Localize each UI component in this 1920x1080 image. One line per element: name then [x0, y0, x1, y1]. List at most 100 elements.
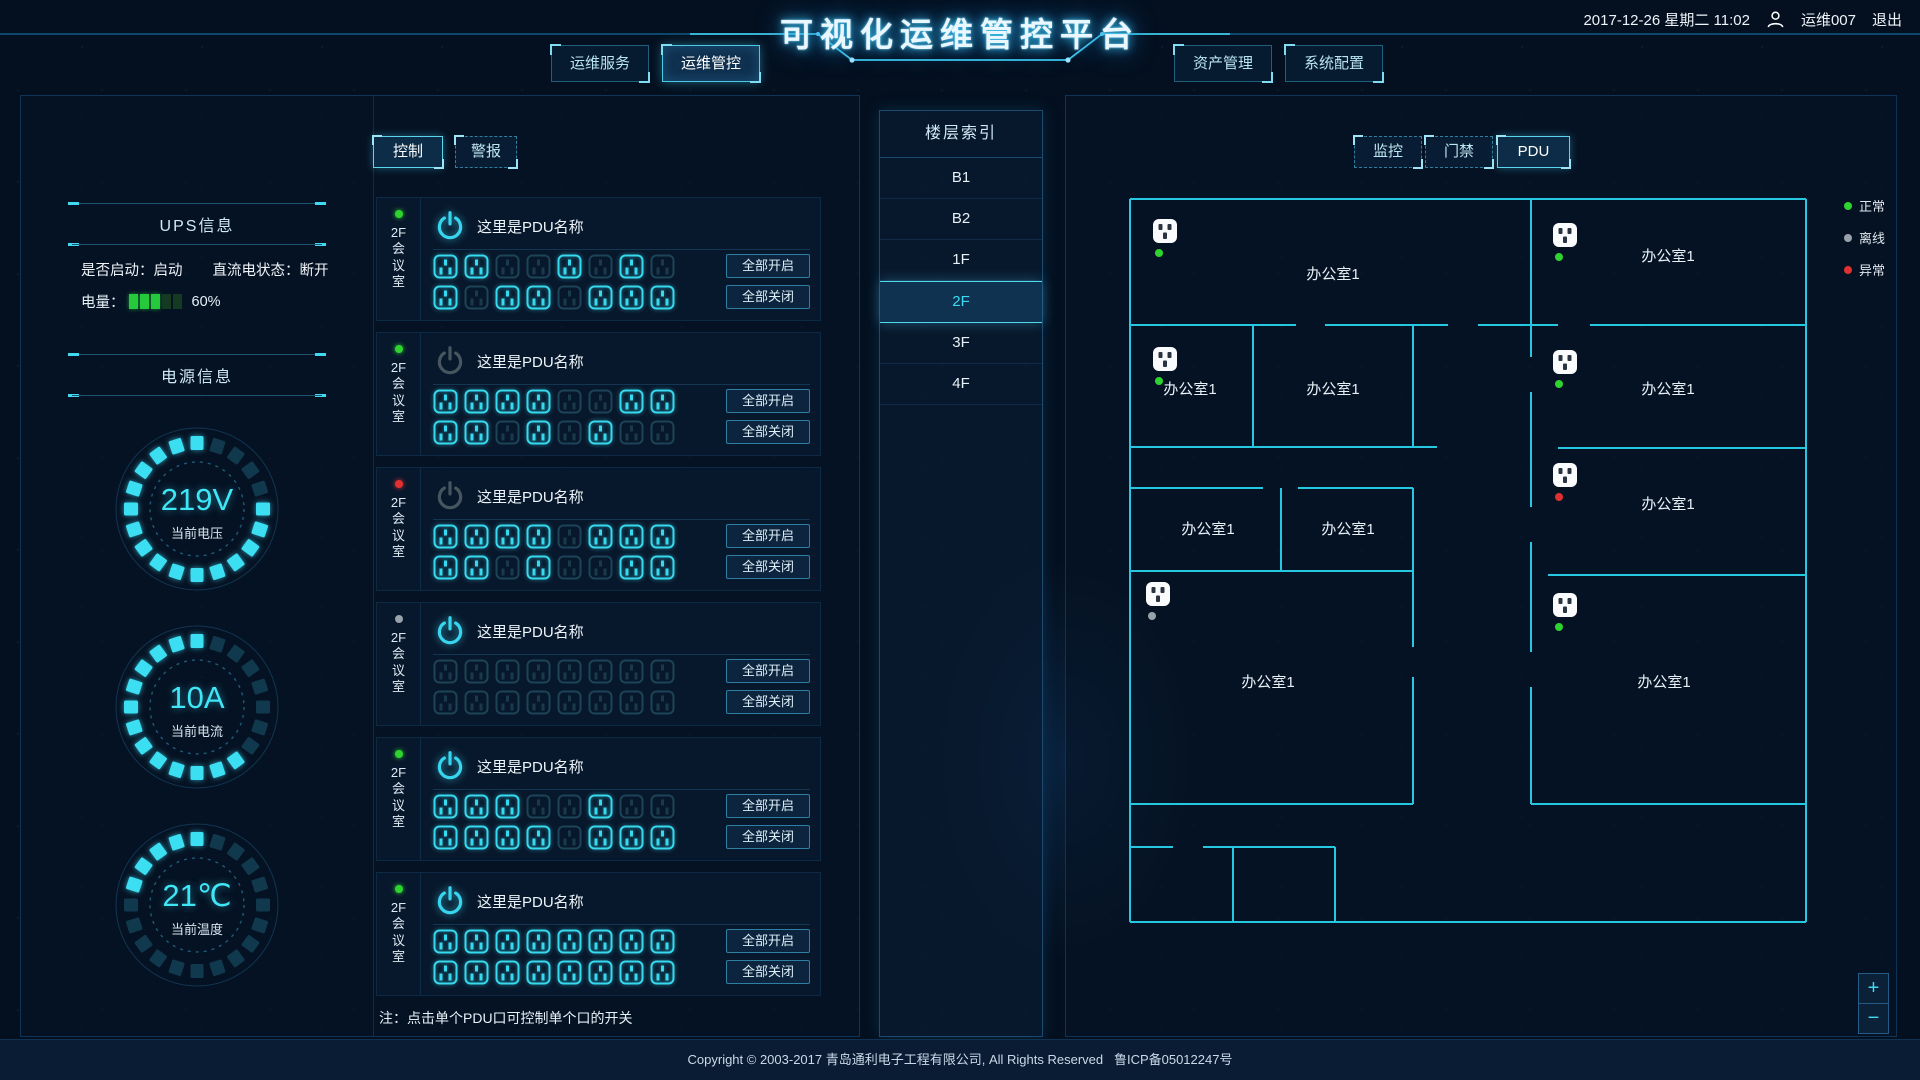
outlet-icon-off[interactable] — [588, 690, 613, 715]
open-all-button[interactable]: 全部开启 — [726, 254, 810, 278]
outlet-icon-on[interactable] — [433, 285, 458, 310]
mini-tab[interactable]: 监控 — [1353, 135, 1423, 169]
close-all-button[interactable]: 全部关闭 — [726, 960, 810, 984]
zoom-out-button[interactable]: − — [1858, 1003, 1889, 1034]
outlet-icon-on[interactable] — [588, 794, 613, 819]
mini-tab[interactable]: PDU — [1496, 135, 1571, 169]
close-all-button[interactable]: 全部关闭 — [726, 825, 810, 849]
power-icon[interactable] — [433, 209, 467, 243]
outlet-icon-on[interactable] — [650, 929, 675, 954]
outlet-icon-off[interactable] — [588, 555, 613, 580]
outlet-icon-off[interactable] — [619, 794, 644, 819]
open-all-button[interactable]: 全部开启 — [726, 929, 810, 953]
mini-tab[interactable]: 警报 — [454, 135, 518, 169]
outlet-icon-on[interactable] — [526, 825, 551, 850]
outlet-icon-on[interactable] — [557, 929, 582, 954]
socket-marker[interactable] — [1146, 582, 1170, 620]
outlet-icon-off[interactable] — [557, 690, 582, 715]
outlet-icon-on[interactable] — [619, 524, 644, 549]
close-all-button[interactable]: 全部关闭 — [726, 690, 810, 714]
outlet-icon-on[interactable] — [464, 794, 489, 819]
nav-tab[interactable]: 系统配置 — [1284, 44, 1384, 83]
open-all-button[interactable]: 全部开启 — [726, 524, 810, 548]
outlet-icon-on[interactable] — [464, 389, 489, 414]
outlet-icon-off[interactable] — [619, 659, 644, 684]
outlet-icon-on[interactable] — [619, 825, 644, 850]
outlet-icon-on[interactable] — [650, 285, 675, 310]
outlet-icon-on[interactable] — [464, 420, 489, 445]
outlet-icon-off[interactable] — [495, 420, 520, 445]
outlet-icon-off[interactable] — [557, 389, 582, 414]
outlet-icon-off[interactable] — [557, 420, 582, 445]
outlet-icon-on[interactable] — [557, 960, 582, 985]
outlet-icon-on[interactable] — [433, 794, 458, 819]
outlet-icon-on[interactable] — [495, 285, 520, 310]
outlet-icon-on[interactable] — [495, 929, 520, 954]
outlet-icon-on[interactable] — [588, 420, 613, 445]
outlet-icon-on[interactable] — [650, 389, 675, 414]
outlet-icon-on[interactable] — [526, 389, 551, 414]
outlet-icon-on[interactable] — [588, 524, 613, 549]
outlet-icon-on[interactable] — [433, 825, 458, 850]
outlet-icon-on[interactable] — [464, 960, 489, 985]
outlet-icon-on[interactable] — [464, 825, 489, 850]
zoom-in-button[interactable]: + — [1858, 973, 1889, 1004]
outlet-icon-on[interactable] — [619, 555, 644, 580]
nav-tab[interactable]: 运维管控 — [661, 44, 761, 83]
outlet-icon-off[interactable] — [650, 794, 675, 819]
outlet-icon-off[interactable] — [495, 659, 520, 684]
outlet-icon-on[interactable] — [433, 929, 458, 954]
outlet-icon-on[interactable] — [557, 254, 582, 279]
outlet-icon-on[interactable] — [619, 254, 644, 279]
outlet-icon-off[interactable] — [557, 825, 582, 850]
outlet-icon-on[interactable] — [495, 389, 520, 414]
outlet-icon-on[interactable] — [495, 794, 520, 819]
floor-item[interactable]: 3F — [880, 323, 1042, 364]
outlet-icon-off[interactable] — [464, 659, 489, 684]
floor-item[interactable]: B2 — [880, 199, 1042, 240]
outlet-icon-on[interactable] — [495, 524, 520, 549]
logout-button[interactable]: 退出 — [1871, 12, 1902, 29]
outlet-icon-on[interactable] — [588, 929, 613, 954]
outlet-icon-on[interactable] — [433, 389, 458, 414]
outlet-icon-off[interactable] — [433, 690, 458, 715]
outlet-icon-on[interactable] — [464, 254, 489, 279]
outlet-icon-on[interactable] — [619, 960, 644, 985]
outlet-icon-off[interactable] — [650, 690, 675, 715]
outlet-icon-off[interactable] — [526, 690, 551, 715]
outlet-icon-on[interactable] — [433, 254, 458, 279]
outlet-icon-on[interactable] — [433, 524, 458, 549]
mini-tab[interactable]: 门禁 — [1424, 135, 1494, 169]
socket-marker[interactable] — [1153, 347, 1177, 385]
socket-marker[interactable] — [1553, 350, 1577, 388]
outlet-icon-off[interactable] — [650, 254, 675, 279]
socket-marker[interactable] — [1553, 463, 1577, 501]
open-all-button[interactable]: 全部开启 — [726, 659, 810, 683]
outlet-icon-on[interactable] — [495, 960, 520, 985]
outlet-icon-on[interactable] — [588, 960, 613, 985]
close-all-button[interactable]: 全部关闭 — [726, 555, 810, 579]
outlet-icon-off[interactable] — [588, 389, 613, 414]
power-icon[interactable] — [433, 479, 467, 513]
outlet-icon-off[interactable] — [495, 254, 520, 279]
outlet-icon-on[interactable] — [433, 555, 458, 580]
close-all-button[interactable]: 全部关闭 — [726, 285, 810, 309]
open-all-button[interactable]: 全部开启 — [726, 389, 810, 413]
outlet-icon-off[interactable] — [557, 285, 582, 310]
floor-item[interactable]: 4F — [880, 364, 1042, 405]
outlet-icon-on[interactable] — [650, 524, 675, 549]
outlet-icon-on[interactable] — [526, 524, 551, 549]
close-all-button[interactable]: 全部关闭 — [726, 420, 810, 444]
outlet-icon-on[interactable] — [619, 389, 644, 414]
floor-item[interactable]: 2F — [880, 281, 1042, 323]
nav-tab[interactable]: 运维服务 — [550, 44, 650, 83]
outlet-icon-on[interactable] — [526, 929, 551, 954]
outlet-icon-on[interactable] — [526, 960, 551, 985]
outlet-icon-off[interactable] — [557, 524, 582, 549]
outlet-icon-on[interactable] — [650, 960, 675, 985]
outlet-icon-off[interactable] — [650, 420, 675, 445]
outlet-icon-off[interactable] — [588, 254, 613, 279]
outlet-icon-off[interactable] — [619, 420, 644, 445]
outlet-icon-on[interactable] — [464, 929, 489, 954]
outlet-icon-off[interactable] — [557, 555, 582, 580]
